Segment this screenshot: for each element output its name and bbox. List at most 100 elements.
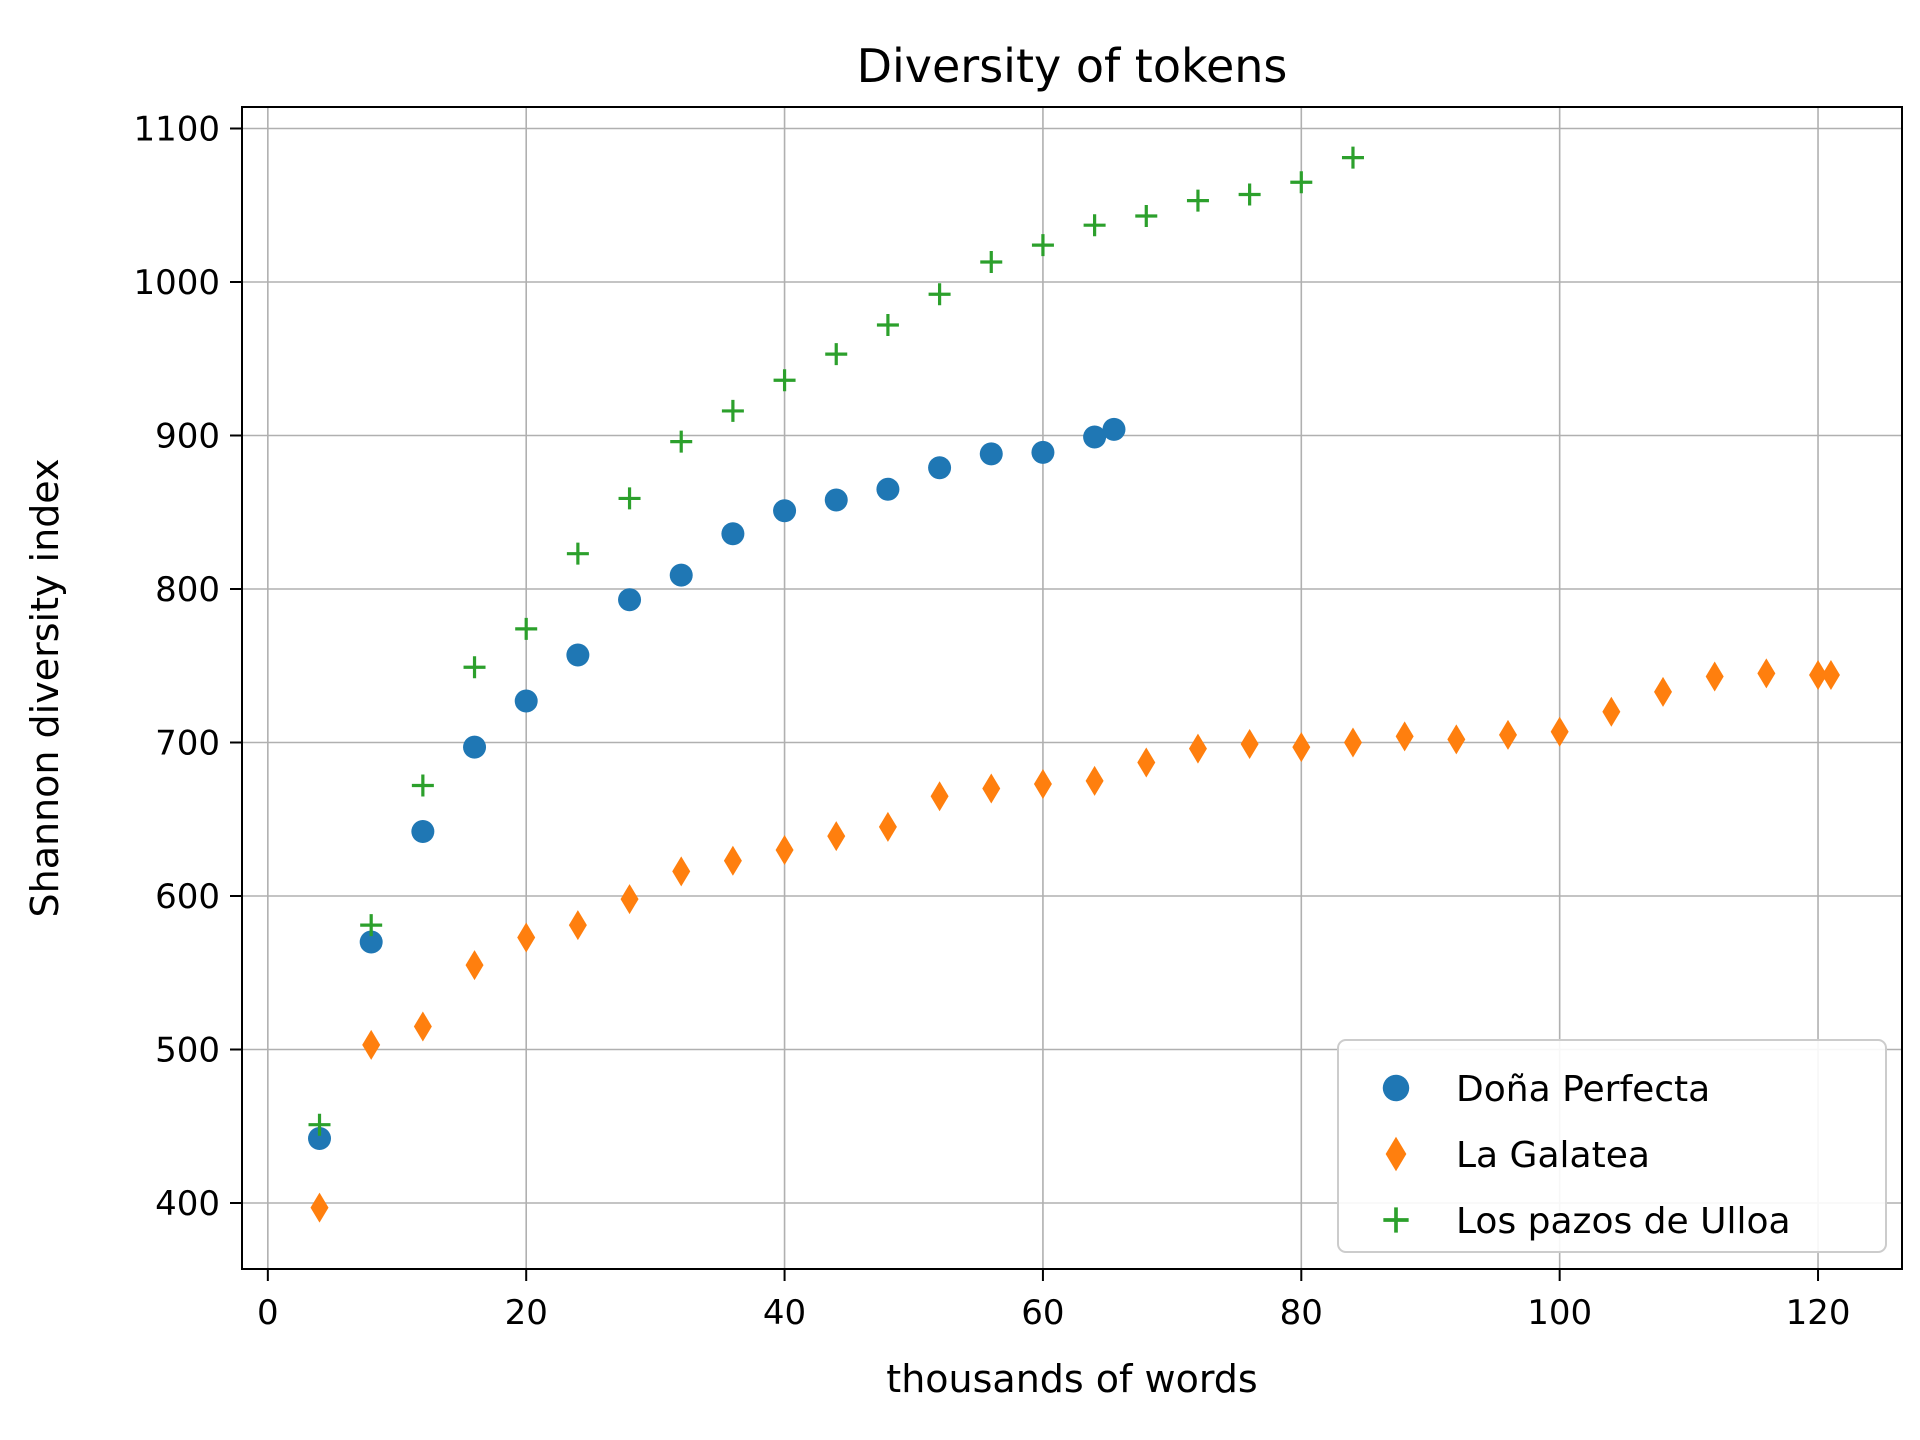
data-point-diamond — [1085, 765, 1104, 796]
data-point-plus — [463, 656, 486, 679]
data-point-circle — [463, 735, 487, 759]
data-point-plus — [876, 313, 899, 336]
x-tick-label: 80 — [1280, 1293, 1323, 1333]
data-point-diamond — [517, 922, 536, 953]
data-point-circle — [824, 488, 848, 512]
y-tick-label: 900 — [155, 416, 220, 456]
data-point-diamond — [930, 781, 949, 812]
y-tick-label: 800 — [155, 570, 220, 610]
data-point-diamond — [310, 1192, 329, 1223]
y-tick-label: 500 — [155, 1030, 220, 1070]
data-point-plus — [928, 283, 951, 306]
axes-layer: 0 20 40 60 80 100 120 400 500 600 700 800 900 1000 110… — [133, 106, 1903, 1333]
legend-label: Los pazos de Ulloa — [1456, 1201, 1791, 1242]
data-point-plus — [1290, 171, 1313, 194]
data-point-diamond — [1188, 733, 1207, 764]
data-point-plus — [1083, 214, 1106, 237]
data-point-circle — [514, 689, 538, 713]
legend-label: La Galatea — [1456, 1135, 1650, 1176]
y-tick-label: 1100 — [133, 109, 220, 149]
data-point-circle — [773, 499, 797, 523]
legend-box — [1337, 1039, 1887, 1253]
data-point-plus — [1031, 234, 1054, 257]
x-tick-label: 120 — [1786, 1293, 1851, 1333]
x-tick-label: 100 — [1527, 1293, 1592, 1333]
data-point-diamond — [1447, 724, 1466, 755]
data-point-diamond — [465, 950, 484, 981]
plot-border — [241, 106, 1903, 1270]
data-point-diamond — [1550, 716, 1569, 747]
data-point-diamond — [1292, 732, 1311, 763]
grid-layer — [242, 107, 1902, 1269]
data-point-diamond — [1137, 747, 1156, 778]
data-point-plus — [670, 430, 693, 453]
data-point-diamond — [1343, 727, 1362, 758]
legend-label: Doña Perfecta — [1456, 1069, 1710, 1110]
data-point-diamond — [1757, 658, 1776, 689]
x-tick-label: 60 — [1021, 1293, 1064, 1333]
data-point-circle — [618, 588, 642, 612]
data-point-plus — [721, 399, 744, 422]
y-tick-label: 600 — [155, 877, 220, 917]
data-point-plus — [1186, 189, 1209, 212]
data-point-diamond — [1602, 696, 1621, 727]
data-point-circle — [979, 442, 1003, 466]
data-point-plus — [980, 251, 1003, 274]
data-point-diamond — [1033, 768, 1052, 799]
legend: Doña Perfecta La Galatea Los pazos de Ullo… — [1337, 1039, 1887, 1253]
data-point-plus — [1135, 204, 1158, 227]
data-point-circle — [928, 456, 952, 480]
data-point-diamond — [620, 884, 639, 915]
x-tick-label: 40 — [763, 1293, 806, 1333]
y-tick-label: 700 — [155, 723, 220, 763]
data-point-circle — [876, 477, 900, 501]
data-point-diamond — [1809, 659, 1828, 690]
data-point-diamond — [1498, 719, 1517, 750]
data-point-plus — [360, 914, 383, 937]
data-point-plus — [773, 369, 796, 392]
data-point-diamond — [1821, 659, 1840, 690]
data-point-diamond — [672, 856, 691, 887]
data-point-plus — [1383, 1207, 1409, 1233]
data-point-diamond — [362, 1029, 381, 1060]
data-point-diamond — [1385, 1136, 1407, 1172]
data-point-circle — [411, 820, 435, 844]
chart-title: Diversity of tokens — [857, 39, 1288, 93]
x-tick-label: 20 — [505, 1293, 548, 1333]
data-point-diamond — [982, 773, 1001, 804]
data-point-plus — [618, 487, 641, 510]
data-point-plus — [566, 542, 589, 565]
y-tick-label: 400 — [155, 1184, 220, 1224]
data-point-plus — [825, 343, 848, 366]
data-point-plus — [1238, 183, 1261, 206]
data-point-diamond — [1705, 661, 1724, 692]
data-point-circle — [566, 643, 590, 667]
y-tick-label: 1000 — [133, 263, 220, 303]
data-point-circle — [721, 522, 745, 546]
y-axis-label: Shannon diversity index — [23, 458, 67, 917]
data-point-circle — [1102, 417, 1126, 441]
data-point-circle — [308, 1127, 332, 1151]
data-point-diamond — [723, 845, 742, 876]
x-tick-label: 0 — [257, 1293, 279, 1333]
data-point-diamond — [413, 1011, 432, 1042]
data-point-diamond — [568, 910, 587, 941]
data-point-diamond — [1240, 729, 1259, 760]
data-point-diamond — [1654, 676, 1673, 707]
data-point-circle — [669, 563, 693, 587]
points-layer — [308, 146, 1840, 1223]
data-point-diamond — [1395, 721, 1414, 752]
data-point-diamond — [878, 811, 897, 842]
data-point-diamond — [827, 821, 846, 852]
data-point-circle — [1083, 425, 1107, 449]
data-point-circle — [1382, 1074, 1410, 1102]
data-point-plus — [515, 617, 538, 640]
data-point-plus — [1341, 146, 1364, 169]
data-point-plus — [308, 1113, 331, 1136]
data-point-plus — [411, 774, 434, 797]
x-axis-label: thousands of words — [886, 1357, 1257, 1401]
data-point-circle — [1031, 440, 1055, 464]
data-point-diamond — [775, 834, 794, 865]
